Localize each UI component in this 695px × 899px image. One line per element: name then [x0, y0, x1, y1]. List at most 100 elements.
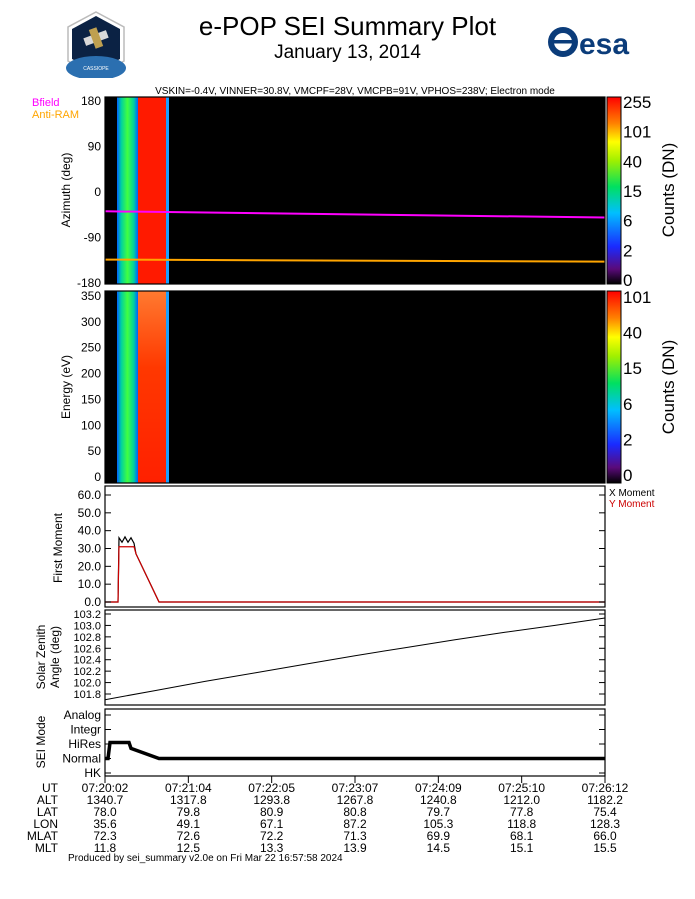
table-cell: 72.3: [93, 829, 117, 843]
energy-colorbar-tick-label: 0: [623, 466, 632, 485]
energy-band-red: [138, 291, 166, 483]
energy-colorbar-tick-label: 6: [623, 395, 632, 414]
energy-colorbar-tick-label: 15: [623, 359, 642, 378]
footer-note: Produced by sei_summary v2.0e on Fri Mar…: [68, 853, 343, 864]
sza-tick-label: 102.6: [73, 643, 101, 655]
table-cell: 07:20:02: [82, 781, 129, 795]
first-moment-tick-label: 0.0: [84, 595, 101, 609]
table-cell: 15.5: [593, 841, 617, 855]
energy-tick-label: 200: [81, 367, 101, 381]
sei-mode-ylabel: SEI Mode: [34, 715, 48, 768]
azimuth-colorbar-tick-label: 40: [623, 152, 642, 171]
first-moment-tick-label: 20.0: [78, 559, 102, 573]
sei-mode-tick-label: Normal: [62, 752, 101, 766]
series-sza: [104, 617, 606, 701]
sei-mode-tick-label: HK: [84, 766, 101, 780]
azimuth-tick-label: 90: [88, 140, 102, 154]
instrument-params: VSKIN=-0.4V, VINNER=30.8V, VMCPF=28V, VM…: [155, 86, 555, 97]
table-cell: 80.8: [343, 805, 367, 819]
sza-tick-label: 103.2: [73, 609, 101, 621]
azimuth-colorbar-tick-label: 6: [623, 212, 632, 231]
table-cell: 07:22:05: [248, 781, 295, 795]
table-cell: 07:23:07: [332, 781, 379, 795]
legend-antiram: Anti-RAM: [32, 109, 80, 121]
azimuth-band-edge: [166, 97, 169, 284]
sei-mode-tick-label: Integr: [70, 723, 101, 737]
first-moment-tick-label: 30.0: [78, 542, 102, 556]
table-cell: 87.2: [343, 817, 367, 831]
table-cell: 11.8: [94, 841, 117, 855]
table-cell: 13.3: [260, 841, 284, 855]
energy-tick-label: 0: [94, 470, 101, 484]
table-cell: 128.3: [590, 817, 620, 831]
azimuth-band-red: [138, 97, 166, 284]
energy-tick-label: 250: [81, 341, 101, 355]
table-cell: 49.1: [177, 817, 201, 831]
energy-colorbar-label: Counts (DN): [659, 340, 678, 434]
azimuth-line-bfield: [104, 210, 606, 219]
table-cell: 67.1: [260, 817, 284, 831]
energy-colorbar-tick-label: 40: [623, 324, 642, 343]
first-moment-tick-label: 40.0: [78, 524, 102, 538]
table-cell: 13.9: [343, 841, 367, 855]
sza-ylabel-line1: Solar Zenith: [34, 625, 48, 690]
table-cell: 07:21:04: [165, 781, 212, 795]
energy-tick-label: 350: [81, 289, 101, 303]
energy-heatmap-bg: [105, 291, 605, 483]
first-moment-tick-label: 50.0: [78, 506, 102, 520]
table-cell: 1212.0: [503, 793, 540, 807]
table-cell: 1317.8: [170, 793, 207, 807]
azimuth-ylabel: Azimuth (deg): [59, 153, 73, 228]
energy-band-edge: [166, 291, 169, 483]
azimuth-tick-label: 0: [94, 185, 101, 199]
energy-tick-label: 300: [81, 315, 101, 329]
sza-tick-label: 102.4: [73, 655, 101, 667]
table-cell: 07:24:09: [415, 781, 462, 795]
cassiope-logo: CASSIOPE: [62, 10, 130, 80]
azimuth-panel: 180 90 0 -90 -180 Azimuth (deg) 255 101 40 15 6 2…: [59, 93, 678, 290]
esa-logo: esa: [545, 22, 655, 62]
sza-panel: 103.2103.0102.8102.6102.4102.2102.0101.8…: [34, 609, 606, 706]
azimuth-colorbar-label: Counts (DN): [659, 143, 678, 237]
table-row-label: LON: [33, 817, 58, 831]
table-cell: 69.9: [427, 829, 451, 843]
table-cell: 80.9: [260, 805, 284, 819]
table-cell: 1267.8: [337, 793, 374, 807]
azimuth-colorbar-tick-label: 0: [623, 271, 632, 290]
table-cell: 15.1: [510, 841, 534, 855]
first-moment-tick-label: 60.0: [78, 488, 102, 502]
azimuth-band-green: [117, 97, 138, 284]
first-moment-panel: 60.0 50.0 40.0 30.0 20.0 10.0 0.0 First Moment…: [51, 485, 655, 609]
table-cell: 79.8: [177, 805, 201, 819]
sza-ylabel-line2: Angle (deg): [48, 626, 62, 688]
azimuth-colorbar-tick-label: 2: [623, 241, 632, 260]
esa-logo-text: esa: [579, 28, 629, 61]
sei-mode-tick-label: Analog: [64, 708, 101, 722]
sei-mode-tick-label: HiRes: [68, 737, 101, 751]
energy-band-green: [117, 291, 138, 483]
legend-y-moment: Y Moment: [609, 499, 655, 510]
series-y-moment: [105, 546, 605, 603]
table-cell: 35.6: [93, 817, 117, 831]
table-cell: 72.2: [260, 829, 284, 843]
table-cell: 68.1: [510, 829, 534, 843]
table-cell: 1340.7: [87, 793, 124, 807]
sza-tick-label: 101.8: [73, 689, 101, 701]
azimuth-colorbar-tick-label: 101: [623, 123, 651, 142]
table-row-label: ALT: [37, 793, 59, 807]
table-cell: 71.3: [343, 829, 367, 843]
table-cell: 1293.8: [253, 793, 290, 807]
azimuth-line-anti-ram: [104, 258, 606, 263]
table-cell: 75.4: [593, 805, 617, 819]
energy-colorbar-tick-label: 2: [623, 430, 632, 449]
table-cell: 14.5: [427, 841, 451, 855]
table-row-label: LAT: [37, 805, 59, 819]
table-cell: 72.6: [177, 829, 201, 843]
energy-tick-label: 50: [88, 444, 102, 458]
first-moment-tick-label: 10.0: [78, 577, 102, 591]
first-moment-ylabel: First Moment: [51, 512, 65, 583]
azimuth-tick-label: -90: [84, 231, 102, 245]
azimuth-tick-label: -180: [77, 276, 101, 290]
